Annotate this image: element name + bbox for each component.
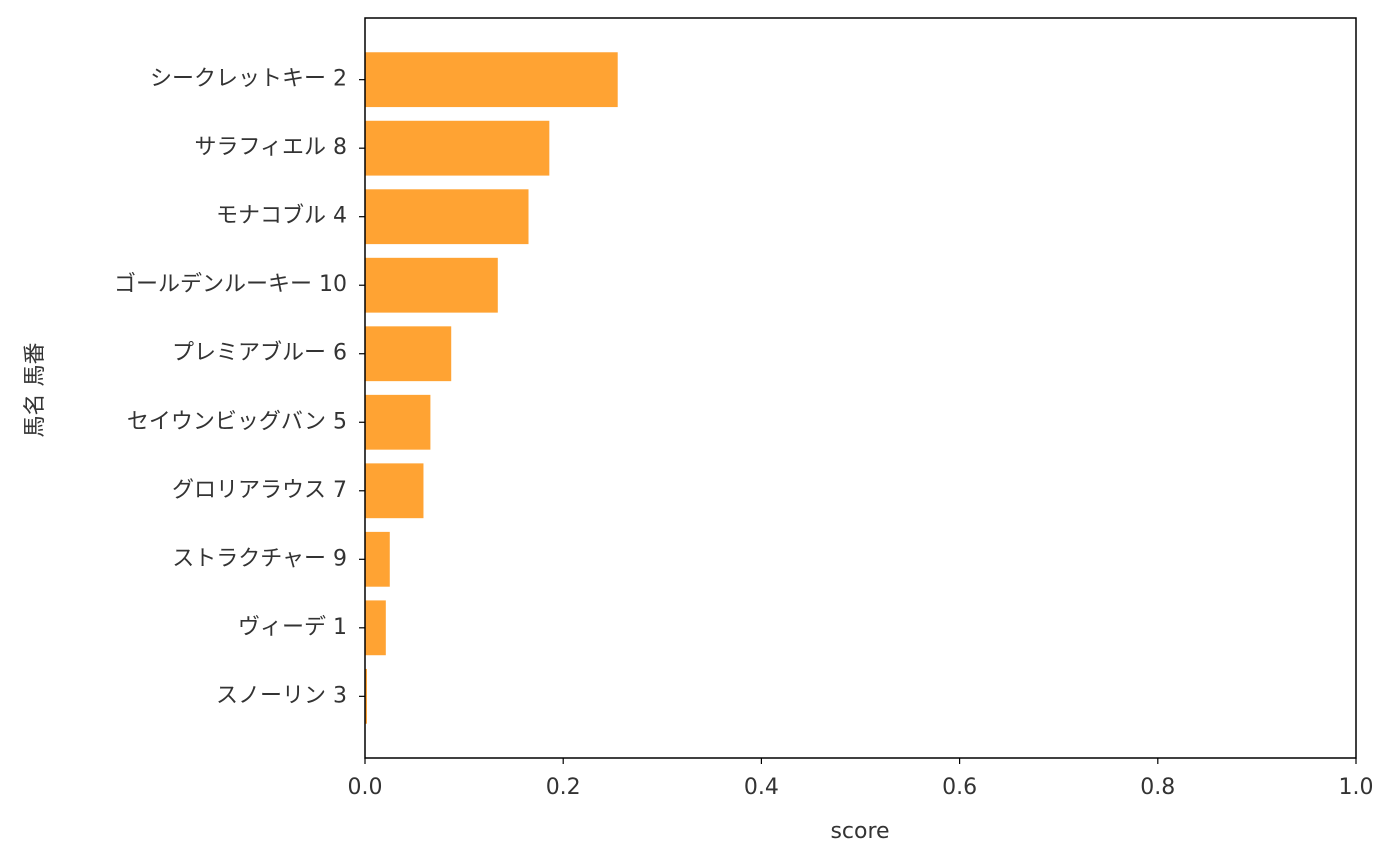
y-tick-label: スノーリン 3 [216, 683, 347, 708]
bar [365, 189, 529, 245]
y-tick-label: セイウンビッグバン 5 [127, 409, 347, 434]
y-tick-label: シークレットキー 2 [150, 67, 347, 92]
y-tick-label: ストラクチャー 9 [172, 546, 347, 571]
y-tick-label: プレミアブルー 6 [172, 341, 347, 366]
bar [365, 52, 618, 108]
bar [365, 257, 498, 313]
bar [365, 326, 452, 382]
y-tick-label: モナコブル 4 [216, 204, 347, 229]
bar [365, 120, 550, 176]
bar [365, 394, 431, 450]
bar [365, 668, 367, 724]
x-axis-label: score [830, 819, 889, 844]
y-tick-label: ゴールデンルーキー 10 [114, 272, 347, 297]
x-tick-label: 0.0 [348, 775, 383, 800]
y-axis-label: 馬名 馬番 [23, 343, 48, 438]
y-tick-label: グロリアラウス 7 [172, 478, 347, 503]
bar [365, 600, 386, 656]
plot-frame [364, 17, 1357, 759]
x-tick-label: 0.4 [744, 775, 779, 800]
y-tick-label: ヴィーデ 1 [238, 615, 347, 640]
y-tick-label: サラフィエル 8 [194, 135, 347, 160]
x-tick-label: 1.0 [1339, 775, 1374, 800]
x-tick-label: 0.6 [942, 775, 977, 800]
x-tick-label: 0.2 [546, 775, 581, 800]
x-tick-label: 0.8 [1140, 775, 1175, 800]
bar [365, 531, 390, 587]
bar [365, 463, 424, 519]
